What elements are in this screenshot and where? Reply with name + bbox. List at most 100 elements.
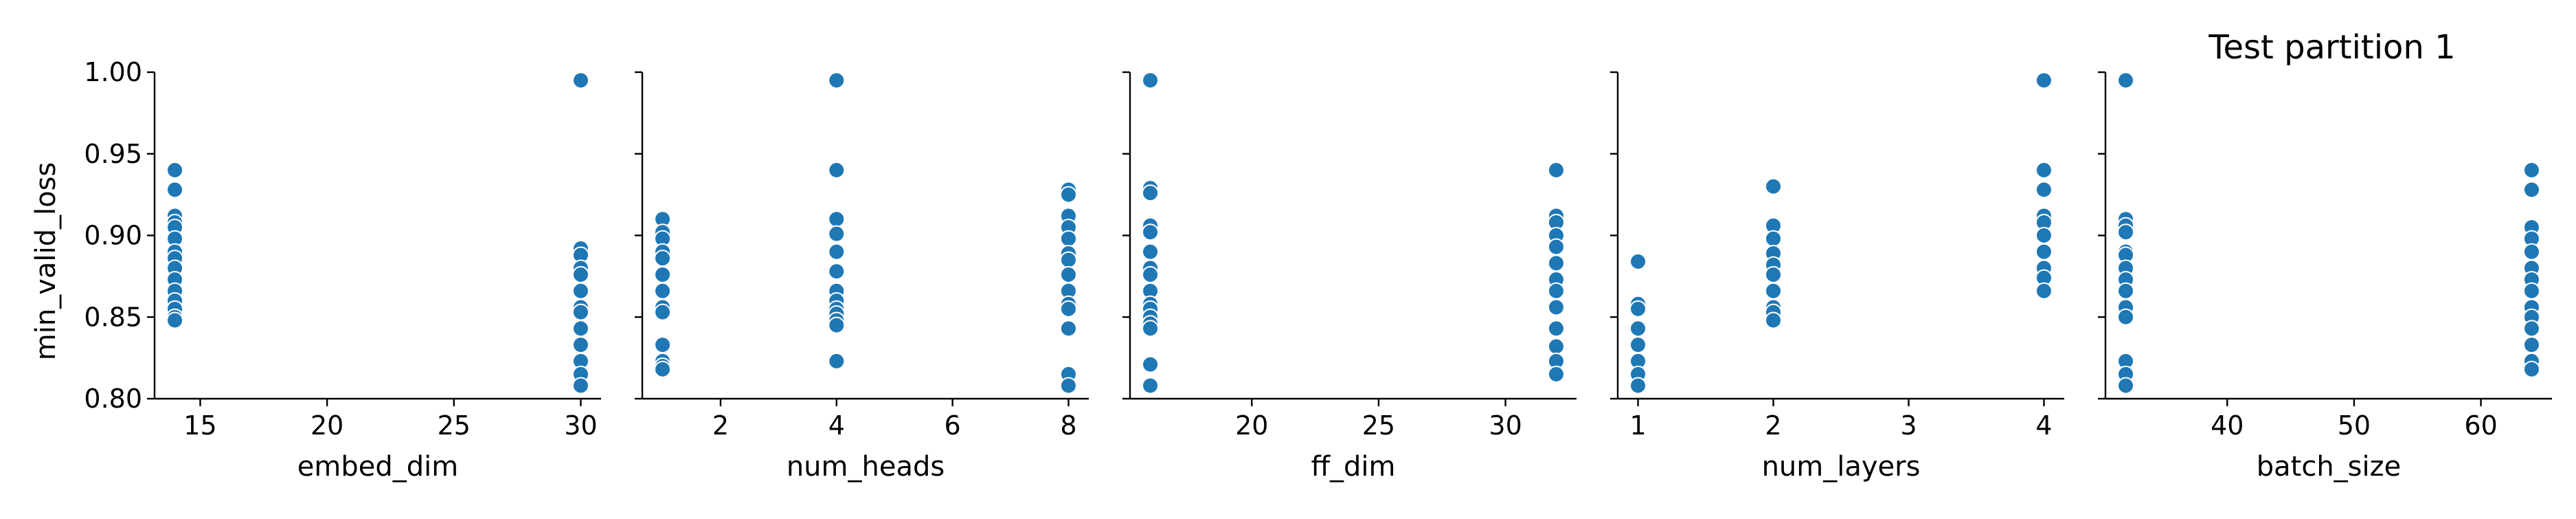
data-point	[1547, 162, 1565, 179]
data-point	[1547, 282, 1565, 300]
data-point	[572, 336, 589, 354]
data-point	[2035, 71, 2053, 89]
data-point	[2117, 308, 2135, 326]
figure-title: Test partition 1	[2208, 28, 2455, 67]
data-point	[1142, 184, 1160, 202]
x-axis-label: embed_dim	[297, 451, 458, 483]
data-point	[2035, 243, 2053, 261]
x-tick-label: 60	[2464, 410, 2497, 441]
data-point	[2522, 282, 2540, 300]
y-tick-label: 0.80	[84, 384, 142, 414]
x-tick-label: 50	[2338, 410, 2371, 441]
data-point	[1547, 254, 1565, 272]
data-point	[572, 266, 589, 283]
data-point	[166, 311, 184, 329]
data-point	[1765, 266, 1783, 283]
data-point	[654, 336, 672, 354]
data-point	[1547, 338, 1565, 355]
data-point	[1629, 253, 1647, 270]
data-point	[2522, 320, 2540, 338]
data-point	[1629, 377, 1647, 395]
data-point	[2117, 377, 2135, 395]
data-point	[1059, 377, 1077, 395]
x-tick-label: 30	[1489, 410, 1522, 441]
data-point	[654, 282, 672, 300]
data-point	[1547, 320, 1565, 338]
data-point	[572, 71, 589, 89]
data-point	[166, 181, 184, 199]
data-point	[2035, 162, 2053, 179]
data-point	[1142, 320, 1160, 338]
data-point	[1059, 320, 1077, 338]
data-point	[828, 210, 846, 228]
x-axis-label: num_heads	[787, 451, 945, 483]
x-tick-label: 3	[1900, 410, 1917, 441]
panels: 0.80 0.85 0.90 0.95 1.00 15 20 25 30 embed_dim 2 4 6…	[84, 57, 2552, 483]
data-point	[2035, 181, 2053, 199]
panel-embed-dim: 0.80 0.85 0.90 0.95 1.00 15 20 25 30 embed_dim	[84, 57, 601, 483]
x-tick-label: 8	[1060, 410, 1076, 441]
data-point	[654, 360, 672, 378]
x-tick-label: 15	[183, 410, 216, 441]
data-point	[1547, 298, 1565, 316]
x-tick-label: 4	[2035, 410, 2052, 441]
data-point	[572, 282, 589, 300]
data-point	[654, 303, 672, 321]
data-point	[2117, 71, 2135, 89]
data-point	[2522, 181, 2540, 199]
data-point	[828, 225, 846, 243]
data-point	[1547, 238, 1565, 256]
data-point	[572, 303, 589, 321]
y-tick-label: 0.90	[84, 221, 142, 251]
panel-num-layers: 1 2 3 4 num_layers	[1610, 71, 2064, 483]
data-point	[1765, 311, 1783, 329]
data-point	[1059, 266, 1077, 283]
data-point	[828, 71, 846, 89]
x-tick-label: 4	[828, 410, 845, 441]
data-point	[2117, 282, 2135, 300]
y-tick-label: 0.85	[84, 302, 142, 332]
data-point	[828, 243, 846, 261]
data-point	[1765, 282, 1783, 300]
data-point	[2522, 336, 2540, 354]
data-point	[1142, 355, 1160, 373]
panel-ff-dim: 20 25 30 ff_dim	[1122, 71, 1577, 483]
data-point	[1547, 365, 1565, 383]
data-point	[2035, 282, 2053, 300]
x-tick-label: 25	[1362, 410, 1395, 441]
x-tick-label: 2	[712, 410, 729, 441]
data-point	[1765, 230, 1783, 247]
x-axis-label: ff_dim	[1311, 451, 1395, 483]
data-point	[2522, 162, 2540, 179]
data-point	[1629, 300, 1647, 318]
data-point	[572, 377, 589, 395]
data-point	[1059, 300, 1077, 318]
x-tick-label: 40	[2211, 410, 2244, 441]
panel-num-heads: 2 4 6 8 num_heads	[635, 71, 1089, 483]
x-tick-label: 6	[945, 410, 961, 441]
data-point	[828, 263, 846, 280]
data-point	[1142, 223, 1160, 241]
data-point	[1629, 336, 1647, 354]
data-point	[828, 352, 846, 370]
data-point	[1059, 230, 1077, 247]
panel-batch-size: 40 50 60 batch_size	[2098, 71, 2552, 483]
x-tick-label: 2	[1765, 410, 1781, 441]
x-tick-label: 30	[564, 410, 597, 441]
y-tick-label: 0.95	[84, 139, 142, 169]
data-point	[572, 320, 589, 338]
data-point	[166, 162, 184, 179]
x-tick-label: 1	[1629, 410, 1646, 441]
data-point	[828, 162, 846, 179]
data-point	[1059, 251, 1077, 269]
x-axis-label: num_layers	[1762, 451, 1921, 483]
data-point	[1629, 320, 1647, 338]
data-point	[2117, 223, 2135, 241]
x-tick-label: 20	[310, 410, 343, 441]
data-point	[2522, 360, 2540, 378]
data-point	[1059, 186, 1077, 203]
data-point	[2522, 243, 2540, 261]
data-point	[828, 316, 846, 334]
